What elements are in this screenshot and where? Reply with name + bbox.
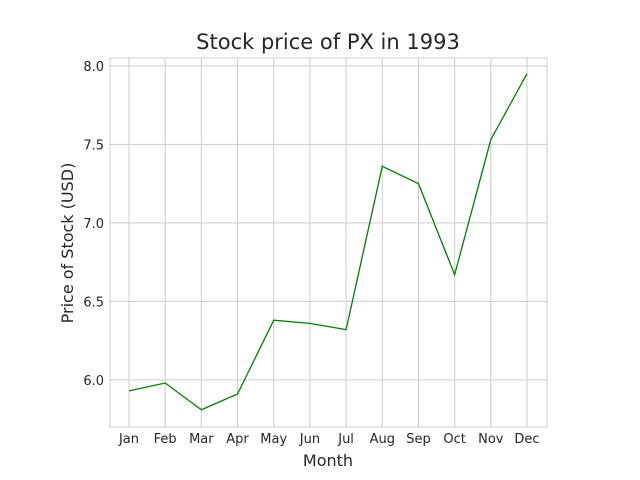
x-tick-label: Dec — [514, 432, 539, 447]
x-tick-label: Feb — [154, 432, 177, 447]
y-axis-label: Price of Stock (USD) — [58, 163, 77, 324]
y-tick-label: 6.0 — [83, 374, 104, 389]
plot-frame — [109, 57, 548, 428]
y-tick-label: 8.0 — [83, 60, 104, 75]
y-tick-labels: 6.0 6.5 7.0 7.5 8.0 — [83, 60, 104, 389]
x-tick-label: Nov — [478, 432, 504, 447]
y-tick-label: 7.5 — [83, 138, 104, 153]
x-tick-label: Jan — [118, 432, 139, 447]
y-tick-label: 7.0 — [83, 217, 104, 232]
y-gridlines — [110, 65, 547, 381]
x-tick-label: May — [260, 432, 287, 447]
x-gridlines — [128, 58, 528, 427]
x-tick-label: Oct — [443, 432, 465, 447]
x-tick-label: Mar — [189, 432, 214, 447]
x-tick-label: Sep — [406, 432, 431, 447]
chart-title: Stock price of PX in 1993 — [196, 30, 460, 54]
x-tick-label: Jun — [299, 432, 320, 447]
x-tick-label: Apr — [226, 432, 249, 447]
y-tick-label: 6.5 — [83, 295, 104, 310]
x-axis-label: Month — [303, 451, 353, 470]
x-tick-labels: Jan Feb Mar Apr May Jun Jul Aug Sep Oct Nov Dec — [118, 432, 540, 447]
x-tick-label: Jul — [337, 432, 354, 447]
series-line — [128, 73, 528, 411]
x-tick-label: Aug — [370, 432, 395, 447]
